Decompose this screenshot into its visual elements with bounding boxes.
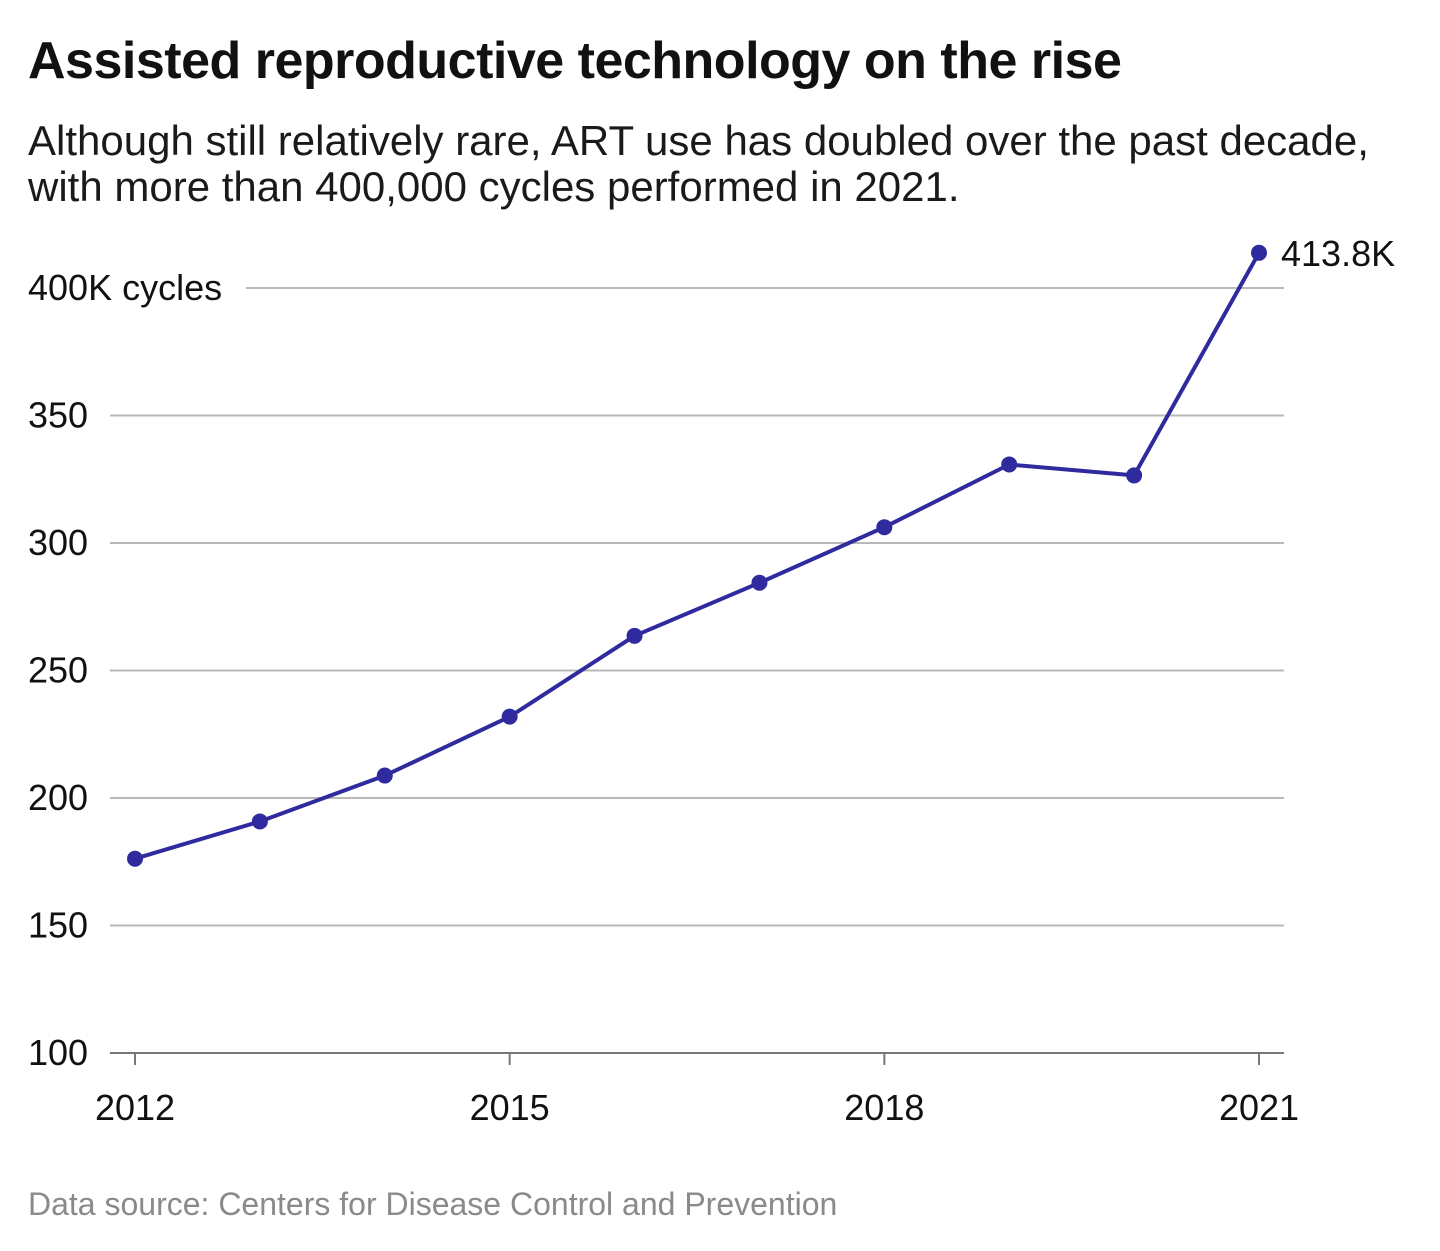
data-point-2015: [501, 708, 518, 725]
data-point-2017: [751, 574, 768, 591]
x-axis-labels: 2012 2015 2018 2021: [95, 1053, 1299, 1128]
chart-subtitle: Although still relatively rare, ART use …: [28, 117, 1369, 210]
series: [127, 244, 1267, 867]
y-tick-label: 300: [28, 522, 88, 563]
y-tick-label: 250: [28, 650, 88, 691]
data-point-2018: [876, 519, 893, 536]
annotations: 413.8K: [1281, 233, 1395, 274]
x-tick-label: 2021: [1219, 1087, 1299, 1128]
data-point-2020: [1126, 467, 1143, 484]
data-point-2019: [1001, 456, 1018, 473]
y-tick-label: 200: [28, 777, 88, 818]
series-line: [133, 250, 1261, 861]
x-tick-label: 2018: [844, 1087, 924, 1128]
data-point-2021: [1251, 244, 1267, 261]
data-point-2016: [626, 627, 643, 644]
chart-title: Assisted reproductive technology on the …: [28, 32, 1122, 90]
data-point-2014: [376, 767, 393, 784]
x-tick-label: 2012: [95, 1087, 175, 1128]
data-label-2021: 413.8K: [1281, 233, 1395, 274]
data-source-note: Data source: Centers for Disease Control…: [28, 1186, 838, 1222]
data-point-2013: [251, 813, 268, 830]
data-point-2012: [127, 850, 143, 867]
y-tick-label: 100: [28, 1032, 88, 1073]
y-tick-label: 150: [28, 905, 88, 946]
grid-lines: [110, 287, 1284, 927]
y-tick-label: 350: [28, 395, 88, 436]
x-tick-label: 2015: [470, 1087, 550, 1128]
y-axis-labels: 100 150 200 250 300 350 400K cycles: [28, 267, 222, 1073]
y-tick-label: 400K cycles: [28, 267, 222, 308]
